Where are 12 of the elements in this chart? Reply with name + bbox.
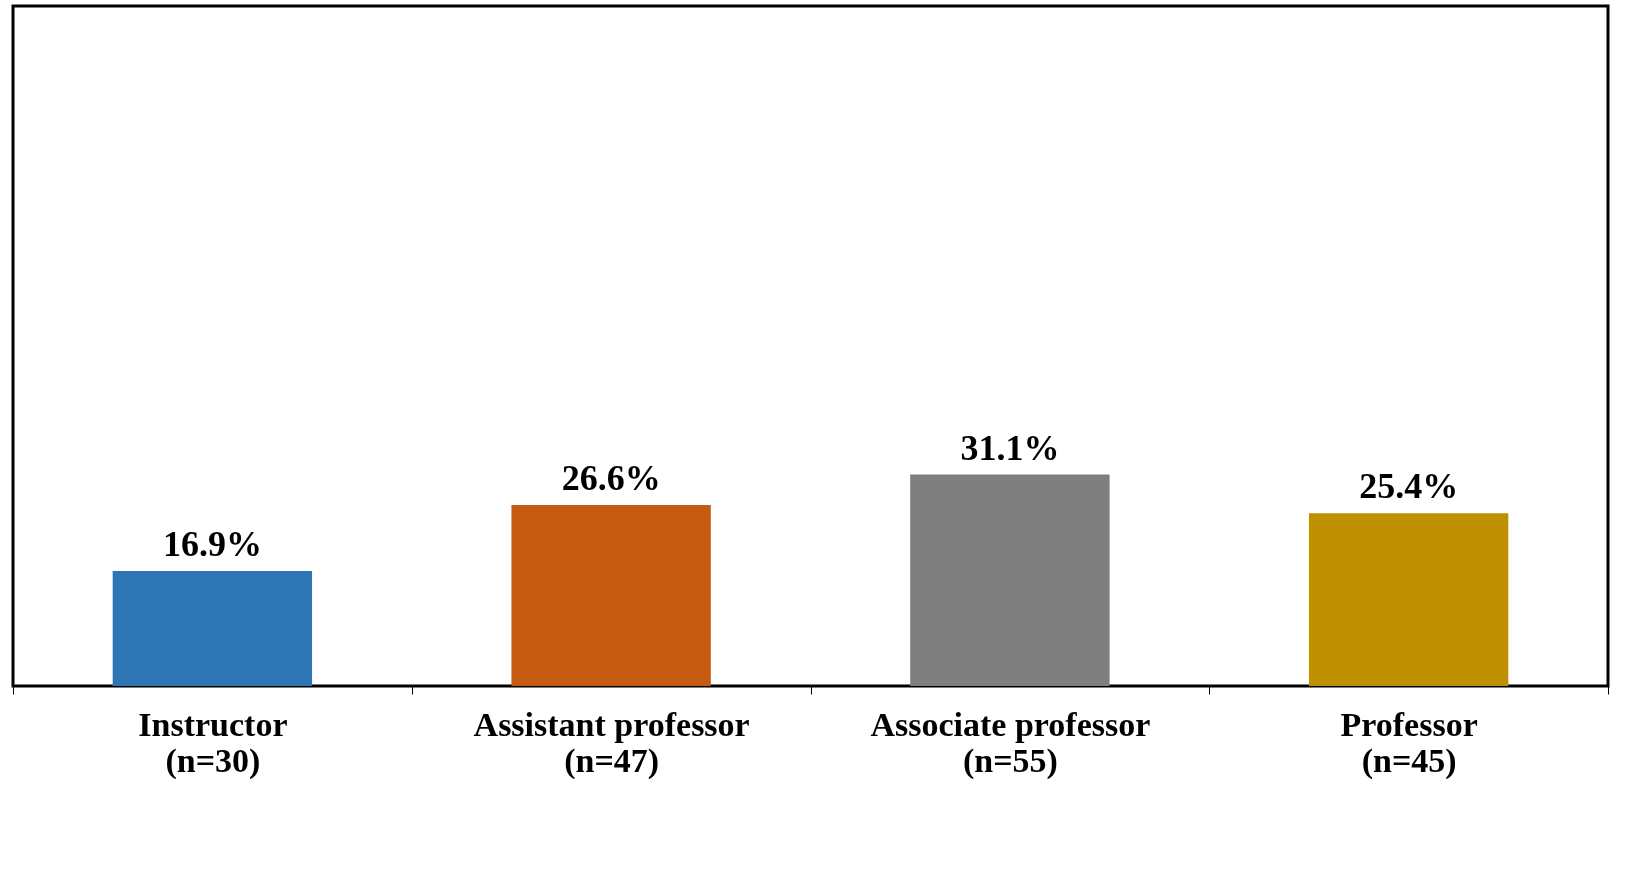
data-label: 25.4% xyxy=(1359,466,1459,507)
bar xyxy=(1308,513,1509,686)
x-tick-label: Professor (n=45) xyxy=(1340,705,1478,780)
data-label: 31.1% xyxy=(960,427,1060,468)
bar xyxy=(511,505,711,686)
data-label: 16.9% xyxy=(162,524,262,565)
x-tick-label: Assistant professor (n=47) xyxy=(473,705,750,780)
bar xyxy=(112,571,313,686)
bar xyxy=(910,474,1110,686)
data-label: 26.6% xyxy=(561,458,661,499)
x-tick-label: Instructor (n=30) xyxy=(138,705,288,780)
x-tick-label: Associate professor (n=55) xyxy=(870,705,1151,780)
